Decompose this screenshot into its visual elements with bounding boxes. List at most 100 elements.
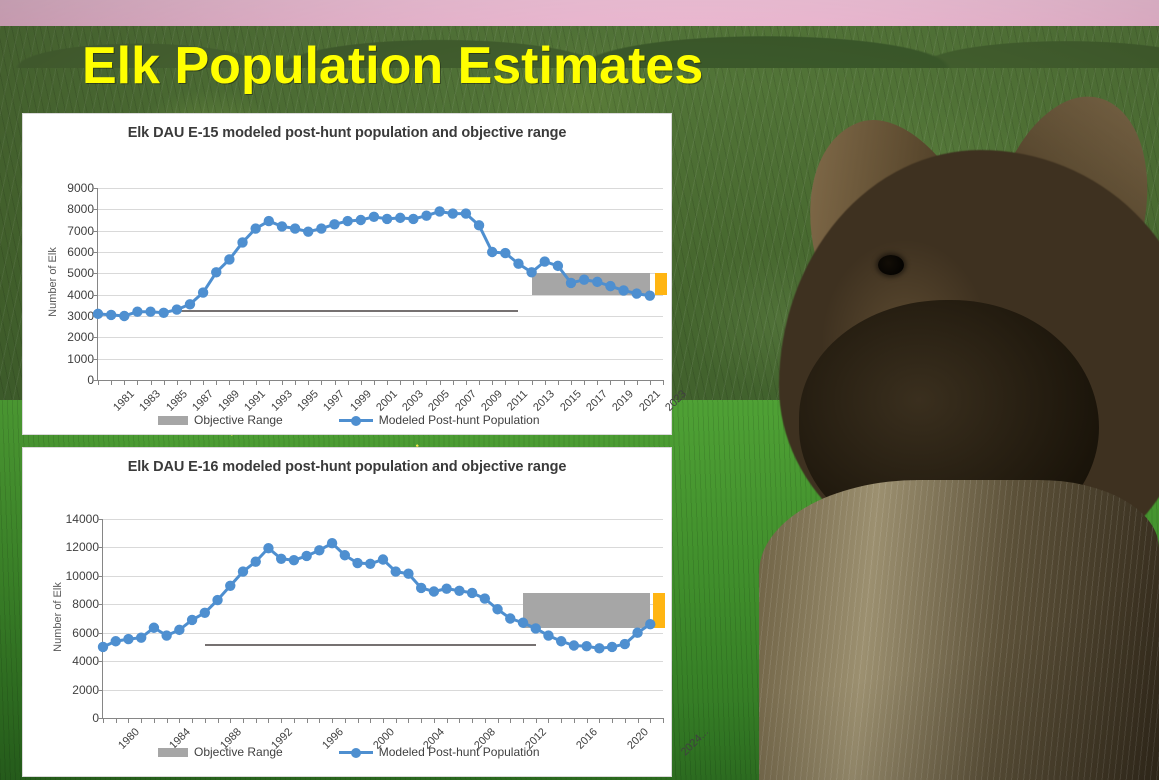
y-tick-label: 0 <box>92 711 99 725</box>
x-tick-label: 1993 <box>268 388 295 414</box>
series-marker <box>645 618 656 630</box>
x-axis-tick <box>623 380 625 385</box>
x-axis-tick <box>636 380 638 385</box>
x-axis-tick <box>166 718 168 723</box>
x-axis-tick <box>663 718 664 723</box>
series-marker <box>581 641 592 652</box>
x-tick-label: 1991 <box>242 388 269 414</box>
x-axis-tick <box>103 718 104 723</box>
x-tick-label: 1987 <box>189 388 216 414</box>
x-axis-tick <box>243 718 244 723</box>
x-axis-ticklabels-e15: 1981 1983 1985 1987 1989 1991 1993 1995 1997 1999… <box>98 388 689 434</box>
series-marker <box>517 617 529 628</box>
x-axis-tick <box>370 718 372 723</box>
y-tick-label: 7000 <box>67 223 94 238</box>
series-marker <box>555 636 567 647</box>
elk-eye <box>878 255 904 275</box>
y-axis-tick <box>93 230 98 232</box>
series-marker <box>135 632 147 643</box>
series-line <box>97 209 651 318</box>
legend-item-modeled-population: Modeled Post-hunt Population <box>338 745 540 759</box>
x-tick-label: 1981 <box>111 388 137 414</box>
x-axis-tick <box>479 380 481 385</box>
x-axis-tick <box>452 380 454 385</box>
gridline <box>103 632 663 634</box>
x-axis-tick <box>492 380 494 385</box>
x-axis-tick <box>637 718 639 723</box>
series-marker <box>594 643 605 654</box>
y-axis-tick <box>98 689 103 691</box>
y-axis-tick <box>93 273 98 275</box>
series-marker <box>466 587 478 599</box>
x-tick-label: 2009 <box>479 388 505 414</box>
x-tick-label: 2005 <box>426 388 453 414</box>
x-axis-tick <box>586 718 588 723</box>
gridline <box>98 209 663 211</box>
series-marker <box>171 304 183 315</box>
x-axis-tick <box>599 718 601 723</box>
x-axis-tick <box>295 380 297 385</box>
series-marker <box>186 614 198 626</box>
x-axis-tick <box>548 718 550 723</box>
x-tick-label: 2015 <box>557 388 584 414</box>
gridline <box>103 575 663 577</box>
series-marker <box>199 607 211 619</box>
x-axis-tick <box>217 718 219 723</box>
x-axis-tick <box>321 380 323 385</box>
legend-label-objective-range: Objective Range <box>194 745 283 759</box>
series-marker <box>225 580 236 592</box>
ridge-line <box>0 8 1159 68</box>
x-axis-tick <box>268 380 270 385</box>
series-marker <box>161 630 172 641</box>
series-marker <box>97 641 109 653</box>
series-marker <box>237 237 248 248</box>
y-axis-tick <box>98 718 103 719</box>
series-marker <box>339 550 351 561</box>
series-marker <box>197 287 209 298</box>
x-axis-tick <box>281 718 283 723</box>
x-axis-tick <box>505 380 507 385</box>
series-marker <box>329 219 340 230</box>
series-marker <box>441 583 452 594</box>
series-marker <box>428 586 440 597</box>
x-axis-tick <box>373 380 375 385</box>
legend-label-objective-range: Objective Range <box>194 413 283 427</box>
series-marker <box>263 542 274 554</box>
y-axis-line <box>102 519 103 718</box>
x-axis-tick <box>347 380 349 385</box>
objective-range-band <box>523 592 651 629</box>
x-axis-tick <box>395 718 397 723</box>
series-layer <box>97 537 656 654</box>
series-marker <box>403 568 414 579</box>
series-marker <box>352 557 363 569</box>
x-axis-tick <box>255 380 257 385</box>
series-marker <box>479 593 491 604</box>
gridline <box>98 230 663 232</box>
prior-objective-line <box>204 644 536 647</box>
gridline <box>103 661 663 663</box>
x-axis-tick <box>344 718 346 723</box>
series-marker <box>415 582 427 594</box>
series-marker <box>568 640 580 651</box>
gridline <box>98 294 663 296</box>
x-tick-label: 1999 <box>347 388 374 414</box>
x-tick-label: 1980 <box>116 726 142 752</box>
gridline <box>98 188 663 189</box>
y-axis-tick <box>98 547 103 549</box>
series-marker <box>631 288 642 299</box>
x-axis-tick <box>484 718 486 723</box>
y-tick-label: 2000 <box>67 330 94 345</box>
x-tick-label: 2011 <box>505 388 531 414</box>
x-axis-tick <box>650 718 652 723</box>
series-marker <box>145 306 156 317</box>
series-marker <box>505 613 516 624</box>
series-marker <box>543 630 554 641</box>
x-axis-tick <box>557 380 559 385</box>
x-axis-tick <box>176 380 178 385</box>
y-tick-label: 6000 <box>72 625 99 640</box>
x-tick-label: 2007 <box>452 388 479 414</box>
x-axis-tick <box>387 380 389 385</box>
x-tick-label: 1997 <box>321 388 348 414</box>
legend-item-modeled-population: Modeled Post-hunt Population <box>338 413 540 427</box>
x-axis-tick <box>531 380 533 385</box>
